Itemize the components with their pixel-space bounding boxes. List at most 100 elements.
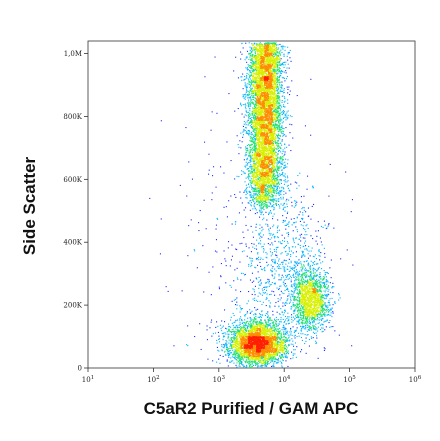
event-dot xyxy=(262,207,264,209)
event-dot xyxy=(283,154,285,156)
event-dot xyxy=(250,55,252,57)
event-dot xyxy=(252,363,254,365)
event-dot xyxy=(329,267,331,269)
event-dot xyxy=(281,84,283,86)
event-dot xyxy=(245,224,247,226)
event-dot xyxy=(281,51,283,53)
event-dot xyxy=(275,198,277,200)
event-dot xyxy=(249,366,251,368)
event-dot xyxy=(285,245,287,247)
event-dot xyxy=(301,311,303,313)
event-dot xyxy=(320,241,322,243)
event-dot xyxy=(250,144,252,146)
event-dot xyxy=(277,333,279,335)
event-dot xyxy=(259,321,261,323)
event-dot xyxy=(251,112,253,114)
event-dot xyxy=(296,296,298,298)
event-dot xyxy=(302,315,304,317)
event-dot xyxy=(317,230,319,232)
event-dot xyxy=(310,280,312,282)
event-dot xyxy=(244,94,246,96)
event-dot xyxy=(223,347,225,349)
event-dot xyxy=(279,72,281,74)
event-dot xyxy=(242,321,244,323)
event-dot xyxy=(244,328,246,330)
event-dot xyxy=(251,181,253,183)
event-dot xyxy=(252,231,254,233)
event-dot xyxy=(290,279,292,281)
event-dot xyxy=(277,112,279,114)
event-dot xyxy=(247,167,249,169)
event-dot xyxy=(253,128,255,130)
event-dot xyxy=(292,302,294,304)
event-dot xyxy=(310,275,312,277)
event-dot xyxy=(253,43,255,45)
event-dot xyxy=(253,289,255,291)
event-dot xyxy=(265,282,267,284)
event-dot xyxy=(289,115,291,117)
event-dot xyxy=(305,328,307,330)
event-dot xyxy=(289,331,291,333)
event-dot xyxy=(248,42,250,44)
event-dot xyxy=(245,330,247,332)
event-dot xyxy=(326,314,328,316)
event-dot xyxy=(263,251,265,253)
event-dot xyxy=(243,250,245,252)
event-dot xyxy=(278,107,280,109)
event-dot xyxy=(216,346,218,348)
event-dot xyxy=(307,326,309,328)
event-dot xyxy=(251,102,253,104)
event-dot xyxy=(246,68,248,70)
event-dot xyxy=(220,275,222,277)
event-dot xyxy=(260,43,262,45)
event-dot xyxy=(273,176,275,178)
event-dot xyxy=(277,175,279,177)
event-dot xyxy=(318,276,320,278)
event-dot xyxy=(281,113,283,115)
event-dot xyxy=(292,303,294,305)
event-dot xyxy=(255,47,257,49)
event-dot xyxy=(247,119,249,121)
event-dot xyxy=(284,260,286,262)
event-dot xyxy=(273,322,275,324)
event-dot xyxy=(255,112,257,114)
event-dot xyxy=(285,158,287,160)
event-dot xyxy=(271,319,273,321)
event-dot xyxy=(305,318,307,320)
event-dot xyxy=(264,269,266,271)
event-dot xyxy=(255,157,257,159)
event-dot xyxy=(261,362,263,364)
event-dot xyxy=(293,311,295,313)
event-dot xyxy=(250,59,252,61)
event-dot xyxy=(247,68,249,70)
event-dot xyxy=(243,330,245,332)
event-dot xyxy=(301,274,303,276)
event-dot xyxy=(287,345,289,347)
event-dot xyxy=(271,194,273,196)
event-dot xyxy=(254,144,256,146)
event-dot xyxy=(290,331,292,333)
event-dot xyxy=(299,304,301,306)
event-dot xyxy=(283,326,285,328)
event-dot xyxy=(285,119,287,121)
event-dot xyxy=(230,160,232,162)
event-dot xyxy=(286,241,288,243)
event-dot xyxy=(277,95,279,97)
event-dot xyxy=(251,55,253,57)
event-dot xyxy=(282,111,284,113)
event-dot xyxy=(334,301,336,303)
event-dot xyxy=(272,165,274,167)
event-dot xyxy=(298,274,300,276)
event-dot xyxy=(283,346,285,348)
event-dot xyxy=(278,128,280,130)
event-dot xyxy=(287,59,289,61)
event-dot xyxy=(240,58,242,60)
event-dot xyxy=(270,293,272,295)
event-dot xyxy=(279,187,281,189)
event-dot xyxy=(248,133,250,135)
event-dot xyxy=(295,296,297,298)
event-dot xyxy=(251,180,253,182)
event-dot xyxy=(278,352,280,354)
event-dot xyxy=(294,305,296,307)
event-dot xyxy=(293,200,295,202)
